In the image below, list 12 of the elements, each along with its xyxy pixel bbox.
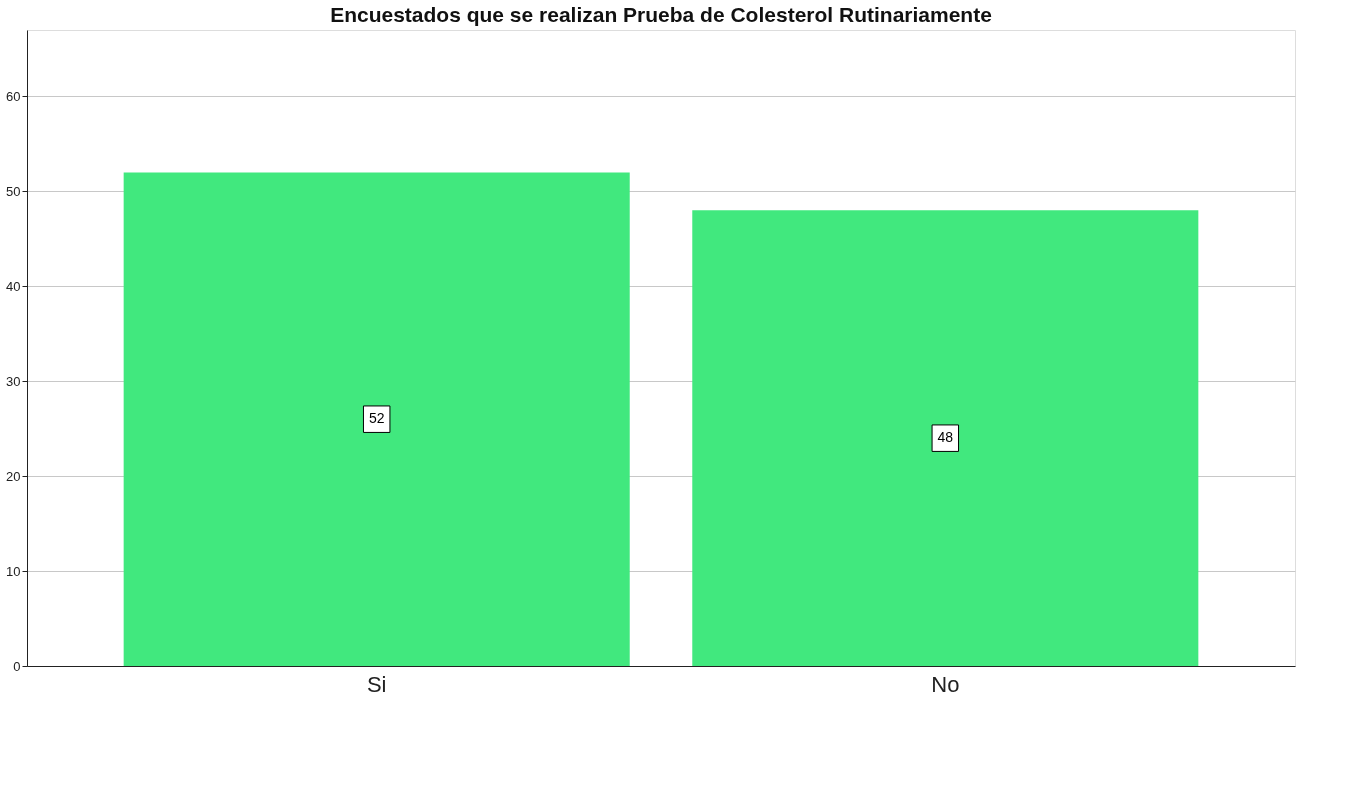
y-tick-label: 20 (6, 468, 21, 484)
data-label: 52 (368, 410, 385, 427)
y-tick-label: 50 (6, 183, 21, 199)
data-label: 48 (937, 429, 954, 446)
y-tick-label: 0 (13, 658, 21, 674)
x-tick-label: Si (366, 671, 387, 697)
y-tick-label: 30 (6, 373, 21, 389)
y-tick-label: 40 (6, 278, 21, 294)
y-tick-label: 10 (6, 563, 21, 579)
x-tick-label: No (931, 671, 960, 697)
y-tick-label: 60 (6, 88, 21, 104)
chart-title: Encuestados que se realizan Prueba de Colesterol Rutinariamente (330, 3, 992, 26)
